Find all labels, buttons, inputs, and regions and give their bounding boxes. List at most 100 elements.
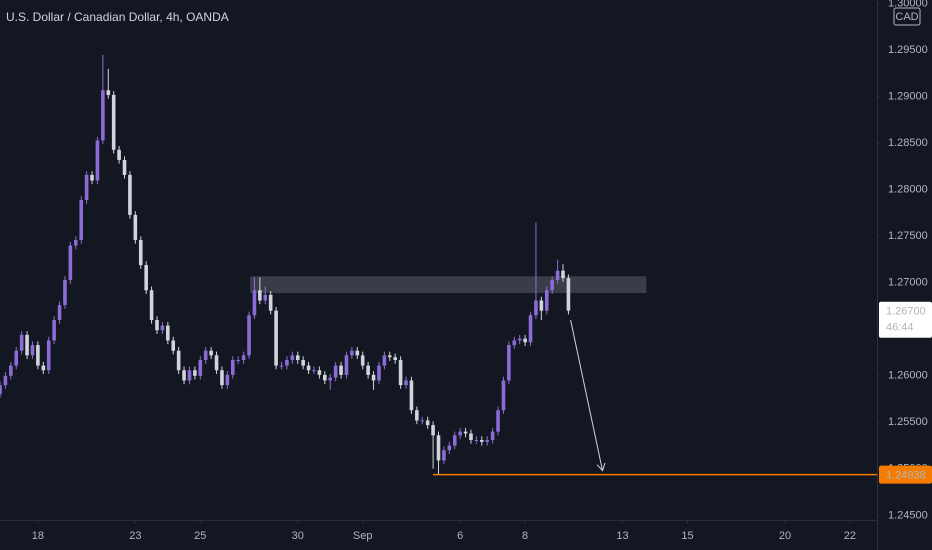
candle-body (144, 265, 148, 291)
candle-body (458, 431, 462, 436)
candle-body (3, 375, 8, 386)
y-tick-label: 1.24500 (888, 509, 928, 521)
candle-body (225, 374, 230, 386)
candle-body (377, 365, 381, 381)
candle-body (9, 365, 13, 376)
x-tick-label: 23 (129, 530, 141, 542)
candle-body (111, 94, 116, 150)
candle-body (155, 320, 159, 331)
candle-body (0, 385, 2, 395)
candle-body (474, 440, 479, 441)
candle-body (480, 440, 484, 442)
candle-body (214, 355, 219, 371)
candle-body (561, 270, 565, 279)
candle-body (133, 214, 138, 240)
level-price-box (879, 465, 932, 484)
candle-body (539, 300, 544, 311)
candle-body (41, 365, 46, 371)
candle-body (68, 245, 73, 280)
candle-body (339, 365, 343, 375)
candle-body (452, 435, 457, 446)
candle-body (566, 278, 571, 311)
candle-body (431, 425, 435, 436)
candle-body (398, 360, 403, 386)
candle-body (469, 433, 473, 440)
y-tick-label: 1.26000 (888, 370, 928, 382)
candle-body (436, 435, 441, 461)
countdown-label: 46:44 (886, 322, 914, 334)
candle-body (523, 338, 527, 343)
candle-body (366, 365, 370, 375)
candle-body (106, 90, 111, 95)
candle-body (258, 290, 262, 301)
x-tick-label: 18 (32, 530, 44, 542)
y-tick-label: 1.28500 (888, 137, 928, 149)
candle-body (73, 240, 78, 246)
candle-body (485, 440, 490, 442)
candle-body (393, 357, 397, 360)
candle-body (312, 370, 316, 372)
candle-body (203, 350, 208, 360)
candle-body (230, 360, 235, 375)
candle-body (19, 334, 24, 351)
y-tick-label: 1.29500 (888, 44, 928, 56)
y-tick-label: 1.25500 (888, 416, 928, 428)
candle-body (182, 370, 186, 381)
candle-body (544, 290, 549, 311)
candle-body (263, 294, 268, 301)
candle-body (63, 280, 67, 306)
candle-body (84, 174, 89, 200)
candle-body (36, 345, 40, 366)
x-tick-label: 13 (616, 530, 628, 542)
candle-body (404, 380, 408, 386)
candle-body (57, 305, 62, 320)
candle-body (512, 340, 517, 346)
level-price-label: 1.24938 (886, 470, 926, 482)
candle-body (279, 365, 284, 367)
candle-body (268, 294, 273, 311)
candle-body (247, 315, 251, 356)
candle-body (241, 355, 246, 360)
candle-body (344, 355, 349, 375)
candle-body (236, 360, 240, 361)
candle-body (295, 355, 300, 360)
candle-body (122, 160, 127, 175)
candle-body (555, 270, 560, 280)
axes: 1.30000 1.29500 1.29000 1.28500 1.28000 1.275… (32, 0, 932, 542)
currency-badge (893, 7, 921, 26)
candle-body (501, 380, 506, 411)
candle-body (420, 420, 425, 422)
candle-body (355, 350, 360, 356)
y-tick-label: 1.27000 (888, 277, 928, 289)
candle-body (90, 174, 94, 181)
candle-body (534, 300, 538, 316)
candle-body (447, 445, 452, 451)
x-tick-label: 6 (457, 530, 463, 542)
candle-body (387, 355, 392, 358)
x-tick-label: 20 (779, 530, 791, 542)
y-tick-label: 1.29000 (888, 91, 928, 103)
x-tick-label: 22 (844, 530, 856, 542)
candle-body (328, 377, 333, 381)
last-price-box (879, 301, 932, 338)
candle-body (209, 350, 213, 356)
y-tick-label: 1.30000 (888, 0, 928, 10)
candle-body (528, 315, 533, 343)
candle-body (425, 420, 430, 426)
chart-title: U.S. Dollar / Canadian Dollar, 4h, OANDA (6, 10, 229, 24)
candle-body (301, 360, 305, 366)
currency-label: CAD (895, 11, 918, 23)
candle-body (166, 325, 170, 341)
y-tick-label: 1.27500 (888, 230, 928, 242)
candle-body (25, 334, 29, 356)
plot-area (0, 54, 877, 476)
candle-body (95, 140, 100, 181)
candle-body (46, 340, 51, 371)
candle-body (360, 355, 365, 366)
candle-body (193, 370, 197, 376)
candle-body (30, 345, 35, 356)
candle-body (198, 360, 203, 376)
